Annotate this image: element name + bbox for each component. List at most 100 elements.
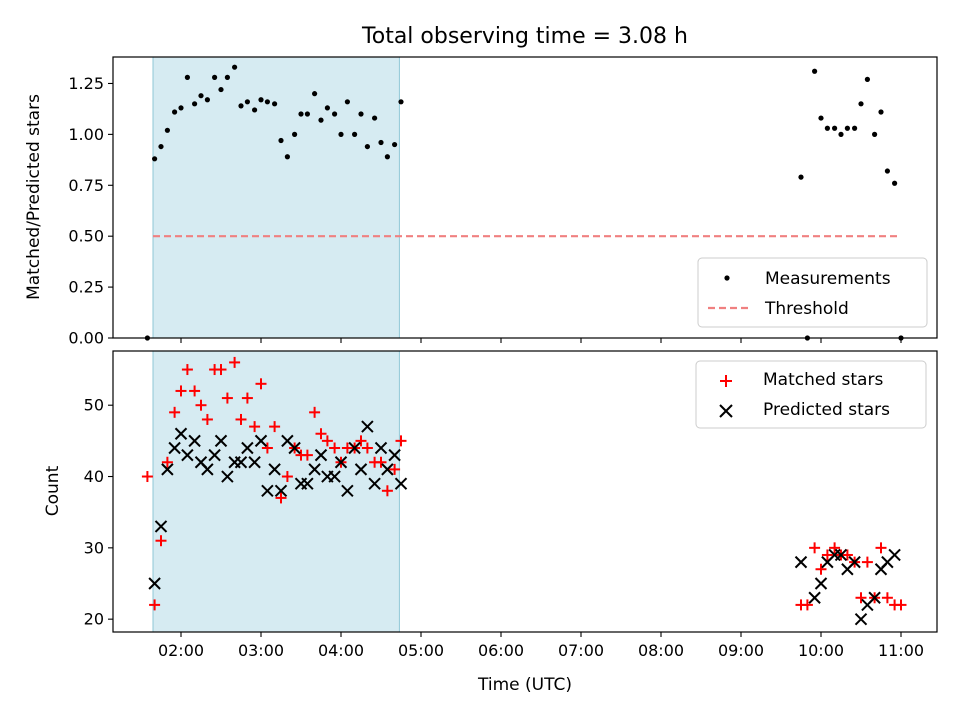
measurement-point	[884, 168, 891, 174]
measurement-point	[864, 76, 871, 82]
matched-star-point	[895, 599, 907, 611]
measurement-point	[184, 74, 190, 80]
y-tick-label: 40	[84, 467, 104, 486]
matched-star-point	[241, 392, 253, 404]
top-legend-box	[697, 257, 928, 328]
legend-matched-marker	[720, 375, 732, 387]
x-axis-label: Time (UTC)	[477, 675, 572, 695]
predicted-star-point	[301, 477, 314, 490]
predicted-star-point	[268, 463, 281, 476]
matched-star-point	[141, 471, 153, 483]
matched-star-point	[175, 385, 187, 397]
matched-star-point	[881, 592, 893, 604]
predicted-star-point	[241, 441, 254, 455]
predicted-star-point	[181, 448, 194, 462]
top-y-axis-label: Matched/Predicted stars	[24, 94, 44, 300]
matched-star-point	[275, 492, 287, 504]
predicted-star-point	[248, 456, 261, 469]
measurement-point	[844, 125, 851, 131]
matched-star-point	[875, 542, 887, 554]
measurement-point	[852, 125, 858, 131]
y-tick-label: 0.75	[68, 176, 104, 195]
measurement-point	[832, 125, 838, 131]
predicted-star-point	[814, 577, 828, 590]
measurement-point	[398, 99, 404, 105]
predicted-star-point	[254, 434, 268, 448]
matched-star-point	[329, 442, 341, 454]
y-tick-label: 50	[84, 396, 104, 415]
matched-star-point	[155, 535, 167, 547]
bottom-shaded-interval	[152, 350, 400, 633]
bottom-plot-frame	[112, 350, 938, 633]
measurement-point	[338, 131, 344, 137]
measurement-point	[332, 111, 338, 117]
bottom-legend-box	[695, 360, 927, 429]
measurement-point	[838, 131, 844, 137]
predicted-star-point	[154, 520, 168, 533]
y-tick-label: 30	[84, 538, 104, 557]
predicted-star-point	[188, 434, 201, 448]
x-tick-label: 03:00	[238, 641, 284, 660]
top-legend: Measurements Threshold	[697, 257, 928, 328]
predicted-star-point	[148, 577, 161, 590]
measurement-point	[324, 105, 330, 111]
measurement-point	[392, 141, 398, 148]
matched-star-point	[215, 364, 227, 376]
predicted-star-point	[794, 555, 808, 569]
predicted-star-point	[168, 441, 181, 455]
predicted-star-point	[288, 441, 301, 455]
measurement-point	[284, 154, 290, 160]
measurement-point	[198, 93, 204, 99]
matched-star-point	[189, 385, 201, 397]
matched-star-point	[249, 421, 261, 433]
measurement-point	[264, 99, 270, 105]
legend-measurements-marker	[724, 275, 730, 281]
measurement-point	[212, 74, 218, 80]
measurement-point	[158, 143, 164, 150]
predicted-star-point	[208, 448, 221, 462]
predicted-star-point	[214, 434, 228, 448]
x-tick-label: 08:00	[638, 641, 684, 660]
y-tick-label: 0.25	[68, 278, 104, 297]
matched-star-point	[169, 406, 181, 418]
top-x-ticks	[180, 338, 902, 343]
measurement-point	[152, 156, 158, 162]
predicted-star-point	[368, 477, 381, 490]
matched-star-point	[815, 563, 827, 575]
matched-star-point	[355, 435, 367, 447]
matched-star-point	[855, 592, 867, 604]
top-plot-frame	[112, 56, 938, 339]
x-tick-label: 06:00	[478, 641, 524, 660]
measurement-point	[178, 105, 184, 111]
measurement-point	[278, 137, 284, 144]
legend-predicted-label: Predicted stars	[763, 400, 890, 420]
measurement-point	[204, 97, 210, 103]
measurement-point	[232, 64, 238, 70]
matched-star-point	[229, 356, 241, 368]
bottom-y-axis-label: Count	[43, 465, 63, 516]
measurement-point	[318, 117, 324, 123]
predicted-star-point	[854, 612, 868, 626]
measurement-point	[252, 107, 258, 113]
measurements-markers	[144, 64, 904, 341]
matched-star-point	[801, 599, 813, 611]
measurement-point	[798, 174, 804, 180]
bottom-legend: Matched stars Predicted stars	[695, 360, 927, 429]
measurement-point	[312, 91, 318, 97]
matched-star-point	[181, 364, 193, 376]
matched-star-point	[315, 428, 327, 440]
measurement-point	[824, 125, 831, 131]
measurement-point	[192, 101, 198, 107]
measurement-point	[344, 99, 350, 105]
matched-star-point	[201, 413, 213, 425]
measurement-point	[224, 74, 230, 80]
predicted-star-point	[174, 427, 188, 440]
matched-star-point	[261, 442, 273, 454]
matched-star-point	[821, 549, 833, 561]
measurement-point	[172, 109, 178, 115]
y-tick-label: 0.00	[68, 329, 104, 348]
matched-star-point	[149, 599, 161, 611]
matched-star-point	[841, 549, 853, 561]
